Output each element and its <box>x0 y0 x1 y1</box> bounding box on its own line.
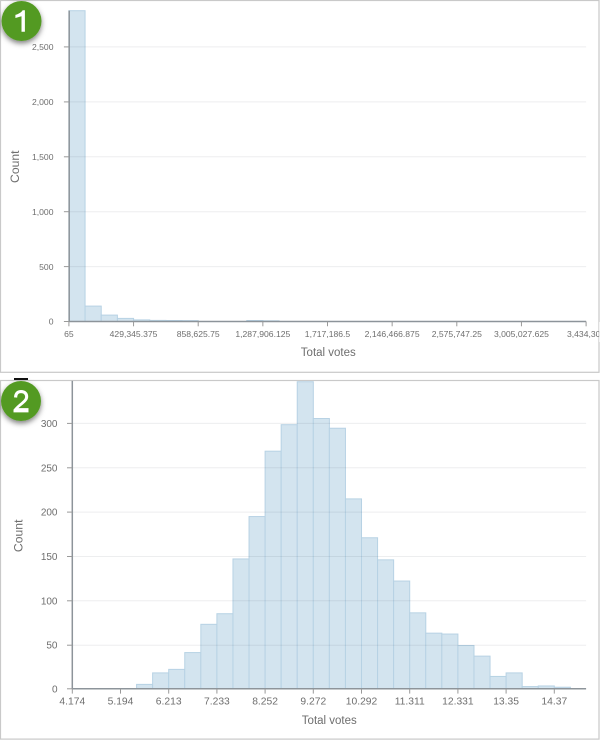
svg-text:429,345.375: 429,345.375 <box>110 329 158 339</box>
svg-text:50: 50 <box>46 641 58 652</box>
svg-text:9.272: 9.272 <box>300 697 326 708</box>
svg-text:65: 65 <box>64 329 74 339</box>
svg-text:6.213: 6.213 <box>156 697 182 708</box>
svg-text:3,005,027.625: 3,005,027.625 <box>494 329 549 339</box>
svg-text:3,434,308: 3,434,308 <box>567 329 600 339</box>
svg-text:4.174: 4.174 <box>59 697 85 708</box>
svg-text:Count: Count <box>11 519 25 552</box>
svg-text:10.292: 10.292 <box>346 697 378 708</box>
svg-text:250: 250 <box>41 463 58 474</box>
svg-text:300: 300 <box>41 419 58 430</box>
svg-text:Total votes: Total votes <box>301 347 356 359</box>
svg-text:0: 0 <box>49 317 54 327</box>
svg-text:7.233: 7.233 <box>204 697 230 708</box>
svg-text:858,625.75: 858,625.75 <box>177 329 220 339</box>
svg-text:8.252: 8.252 <box>252 697 278 708</box>
svg-text:2,500: 2,500 <box>32 42 54 52</box>
svg-text:100: 100 <box>41 596 58 607</box>
svg-text:1,500: 1,500 <box>32 152 54 162</box>
svg-text:14.37: 14.37 <box>541 697 567 708</box>
svg-text:200: 200 <box>41 508 58 519</box>
svg-text:150: 150 <box>41 552 58 563</box>
svg-text:500: 500 <box>39 262 54 272</box>
svg-text:2,575,747.25: 2,575,747.25 <box>432 329 482 339</box>
svg-text:2,146,466.875: 2,146,466.875 <box>365 329 420 339</box>
svg-text:Count: Count <box>8 150 22 183</box>
svg-text:2,000: 2,000 <box>32 97 54 107</box>
svg-text:1,717,186.5: 1,717,186.5 <box>305 329 351 339</box>
svg-text:1,000: 1,000 <box>32 207 54 217</box>
svg-text:5.194: 5.194 <box>108 697 134 708</box>
svg-text:12.331: 12.331 <box>442 697 474 708</box>
svg-text:Total votes: Total votes <box>302 715 357 727</box>
svg-text:0: 0 <box>52 684 58 695</box>
svg-text:11.311: 11.311 <box>395 697 425 708</box>
svg-text:13.35: 13.35 <box>493 697 519 708</box>
svg-text:1,287,906.125: 1,287,906.125 <box>235 329 290 339</box>
